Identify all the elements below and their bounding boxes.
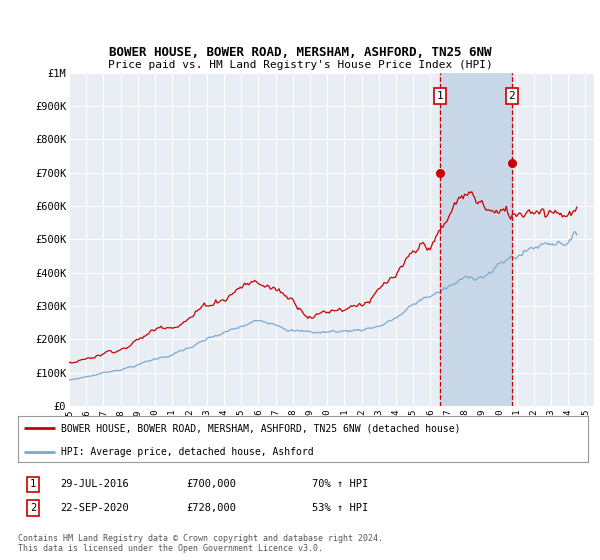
Text: 29-JUL-2016: 29-JUL-2016 bbox=[60, 479, 129, 489]
Text: 22-SEP-2020: 22-SEP-2020 bbox=[60, 503, 129, 513]
Text: £728,000: £728,000 bbox=[186, 503, 236, 513]
Text: 1: 1 bbox=[437, 91, 444, 101]
Text: HPI: Average price, detached house, Ashford: HPI: Average price, detached house, Ashf… bbox=[61, 447, 313, 457]
Text: £700,000: £700,000 bbox=[186, 479, 236, 489]
Point bbox=[436, 168, 445, 177]
Bar bbox=[440, 73, 512, 406]
Text: 2: 2 bbox=[508, 91, 515, 101]
Text: 70% ↑ HPI: 70% ↑ HPI bbox=[312, 479, 368, 489]
Text: 2: 2 bbox=[30, 503, 36, 513]
Point bbox=[507, 159, 517, 168]
Text: 53% ↑ HPI: 53% ↑ HPI bbox=[312, 503, 368, 513]
Text: Contains HM Land Registry data © Crown copyright and database right 2024.
This d: Contains HM Land Registry data © Crown c… bbox=[18, 534, 383, 553]
Text: Price paid vs. HM Land Registry's House Price Index (HPI): Price paid vs. HM Land Registry's House … bbox=[107, 60, 493, 70]
Text: 1: 1 bbox=[30, 479, 36, 489]
Text: BOWER HOUSE, BOWER ROAD, MERSHAM, ASHFORD, TN25 6NW (detached house): BOWER HOUSE, BOWER ROAD, MERSHAM, ASHFOR… bbox=[61, 423, 460, 433]
Text: BOWER HOUSE, BOWER ROAD, MERSHAM, ASHFORD, TN25 6NW: BOWER HOUSE, BOWER ROAD, MERSHAM, ASHFOR… bbox=[109, 46, 491, 59]
